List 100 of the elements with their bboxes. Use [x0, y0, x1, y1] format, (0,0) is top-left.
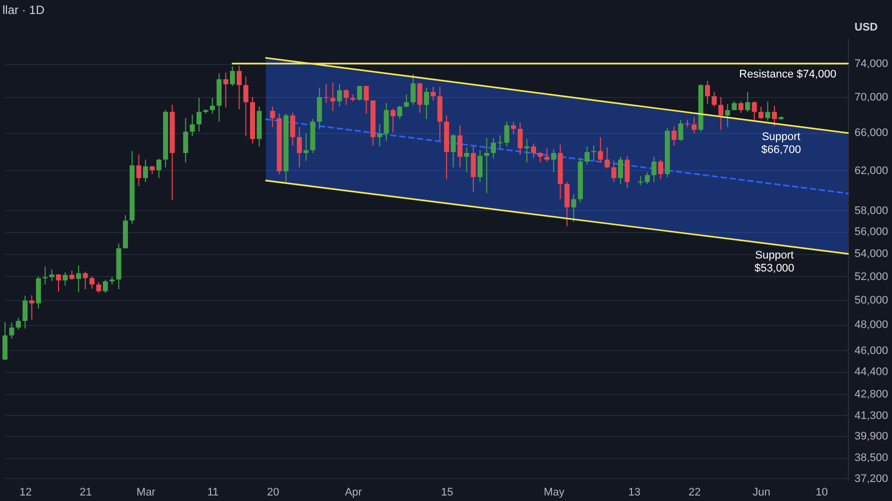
x-tick-label: 13 — [628, 486, 641, 498]
candlestick — [538, 152, 543, 164]
chart-title: llar · 1D — [2, 3, 45, 17]
candlestick — [136, 154, 142, 187]
annotation: Support $66,700 — [761, 131, 801, 156]
annotation: Resistance $74,000 — [739, 68, 836, 81]
candlestick — [102, 279, 108, 294]
candlestick — [243, 76, 248, 137]
candlestick — [424, 87, 429, 120]
y-tick-label: 66,000 — [854, 127, 888, 140]
y-tick-label: 38,500 — [854, 452, 888, 464]
candlestick — [82, 271, 88, 290]
candlestick — [644, 172, 650, 185]
candlestick — [510, 121, 516, 135]
x-tick-label: Apr — [344, 486, 362, 498]
candlestick — [564, 182, 570, 227]
candlestick — [450, 134, 456, 168]
candlestick — [390, 108, 396, 134]
candlestick — [42, 266, 48, 286]
candlestick — [745, 91, 750, 112]
candlestick — [504, 121, 510, 147]
candlestick — [410, 74, 416, 106]
candlestick — [624, 155, 630, 189]
candlestick — [571, 194, 576, 223]
candlestick — [29, 294, 34, 320]
y-tick-label: 48,000 — [854, 319, 888, 332]
x-tick-label: 11 — [207, 486, 219, 498]
y-tick-label: 39,900 — [854, 430, 888, 443]
candlestick — [76, 264, 82, 293]
candlestick — [270, 106, 276, 128]
candlestick — [417, 82, 422, 114]
candlestick — [598, 136, 603, 164]
candlestick — [584, 146, 590, 165]
candlestick — [16, 317, 21, 330]
candlestick — [89, 276, 94, 290]
candlestick — [651, 156, 656, 183]
candlestick — [330, 82, 336, 112]
candlestick — [591, 144, 596, 162]
candlestick — [604, 146, 610, 169]
y-axis-title: USD — [854, 22, 878, 34]
candlestick — [551, 148, 556, 173]
y-tick-label: 74,000 — [854, 58, 888, 70]
candlestick — [765, 100, 770, 122]
candlestick — [752, 100, 757, 122]
candlestick — [236, 65, 242, 110]
candlestick — [304, 132, 309, 162]
y-tick-label: 62,000 — [854, 164, 888, 177]
candlestick — [357, 85, 362, 102]
candlestick — [69, 270, 74, 280]
candlestick — [22, 295, 28, 329]
candlestick — [712, 91, 717, 108]
x-tick-label: 20 — [266, 486, 280, 498]
y-tick-label: 37,200 — [854, 472, 888, 485]
candlestick — [190, 114, 195, 137]
candlestick — [738, 100, 744, 114]
y-tick-label: 44,400 — [854, 366, 888, 378]
candlestick — [464, 146, 470, 173]
y-tick-label: 41,300 — [854, 410, 888, 422]
x-tick-label: Jun — [752, 486, 770, 498]
candlestick — [524, 138, 530, 164]
y-tick-label: 58,000 — [854, 204, 888, 217]
candlestick — [430, 86, 436, 102]
annotation: Support $53,000 — [754, 249, 794, 274]
y-tick-label: 70,000 — [854, 92, 888, 104]
candlestick — [96, 282, 102, 294]
candlestick — [531, 143, 536, 158]
candlestick — [210, 97, 215, 114]
candlestick — [324, 84, 329, 104]
candlestick — [156, 158, 162, 179]
candlestick — [397, 105, 402, 120]
candlestick — [518, 122, 523, 156]
candlestick — [658, 159, 664, 180]
candlestick — [772, 105, 777, 127]
candlestick — [337, 84, 342, 108]
x-tick-label: 22 — [688, 486, 701, 498]
candlestick — [296, 126, 302, 168]
candlestick — [377, 124, 382, 147]
y-tick-label: 56,000 — [854, 226, 888, 238]
y-tick-label: 50,000 — [854, 294, 888, 307]
x-tick-label: 10 — [816, 486, 828, 498]
candlestick — [364, 85, 369, 114]
y-tick-label: 42,800 — [854, 388, 888, 400]
candlestick — [143, 159, 148, 183]
candlestick — [678, 119, 684, 142]
candlestick — [290, 112, 296, 146]
candlestick — [344, 88, 349, 106]
x-tick-label: 21 — [80, 486, 92, 498]
candlestick — [223, 72, 228, 108]
candlestick — [56, 274, 62, 292]
y-tick-label: 46,000 — [854, 344, 888, 357]
candlestick — [196, 97, 202, 132]
candlestick — [692, 116, 697, 134]
candlestick — [672, 126, 677, 146]
candlestick — [9, 322, 14, 340]
y-tick-label: 52,000 — [854, 270, 888, 283]
x-tick-label: Mar — [136, 486, 156, 498]
x-tick-label: May — [544, 486, 566, 498]
x-tick-label: 15 — [440, 486, 454, 498]
candlestick — [457, 124, 462, 168]
x-tick-label: 12 — [19, 486, 32, 498]
